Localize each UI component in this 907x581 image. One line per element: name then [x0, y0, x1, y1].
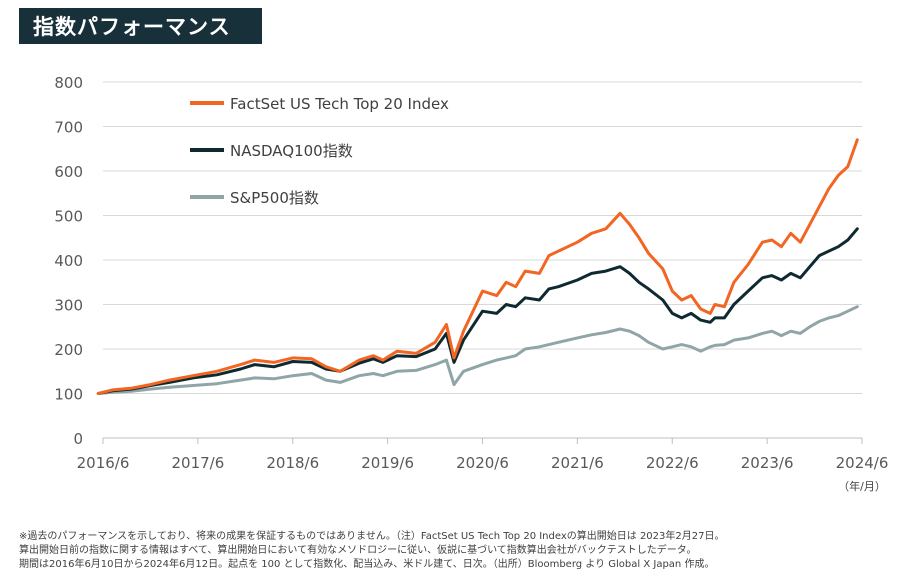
footnote-line: ※過去のパフォーマンスを示しており、将来の成果を保証するものではありません。（注…: [19, 531, 725, 542]
series-line: [96, 138, 859, 395]
series-line: [96, 227, 859, 395]
footnote: ※過去のパフォーマンスを示しており、将来の成果を保証するものではありません。（注…: [19, 530, 899, 572]
y-tick-label: 700: [54, 119, 83, 137]
y-tick-label: 600: [54, 163, 83, 181]
y-axis-ticks: 0 100 200 300 400 500 600 700 800: [54, 74, 83, 448]
x-tick-label: 2018/6: [266, 454, 319, 472]
legend-label: NASDAQ100指数: [230, 142, 353, 160]
legend: FactSet US Tech Top 20 Index NASDAQ100指数 S…: [190, 95, 449, 207]
footnote-line: 算出開始日前の指数に関する情報はすべて、算出開始日において有効なメソドロジーに従…: [19, 545, 697, 556]
x-tick-label: 2016/6: [77, 454, 130, 472]
x-axis-ticks: 2016/6 2017/6 2018/6 2019/6 2020/6 2021/6 2022…: [77, 438, 889, 472]
series-line: [96, 305, 859, 395]
y-tick-label: 500: [54, 208, 83, 226]
y-tick-label: 100: [54, 386, 83, 404]
x-tick-label: 2019/6: [361, 454, 414, 472]
x-tick-label: 2017/6: [171, 454, 224, 472]
y-tick-label: 400: [54, 252, 83, 270]
footnote-line: 期間は2016年6月10日から2024年6月12日。起点を 100 として指数化…: [19, 559, 715, 570]
y-tick-label: 800: [54, 74, 83, 92]
y-tick-label: 300: [54, 297, 83, 315]
x-tick-label: 2023/6: [741, 454, 794, 472]
unit-label: （年/月）: [838, 479, 886, 493]
y-tick-label: 200: [54, 341, 83, 359]
x-tick-label: 2020/6: [456, 454, 509, 472]
x-tick-label: 2022/6: [646, 454, 699, 472]
title-banner: 指数パフォーマンス: [19, 8, 262, 44]
series-lines: [96, 138, 859, 395]
x-tick-label: 2024/6: [836, 454, 889, 472]
page-title: 指数パフォーマンス: [33, 15, 231, 39]
legend-label: FactSet US Tech Top 20 Index: [230, 95, 449, 113]
x-tick-label: 2021/6: [551, 454, 604, 472]
legend-label: S&P500指数: [230, 189, 319, 207]
y-tick-label: 0: [73, 430, 83, 448]
